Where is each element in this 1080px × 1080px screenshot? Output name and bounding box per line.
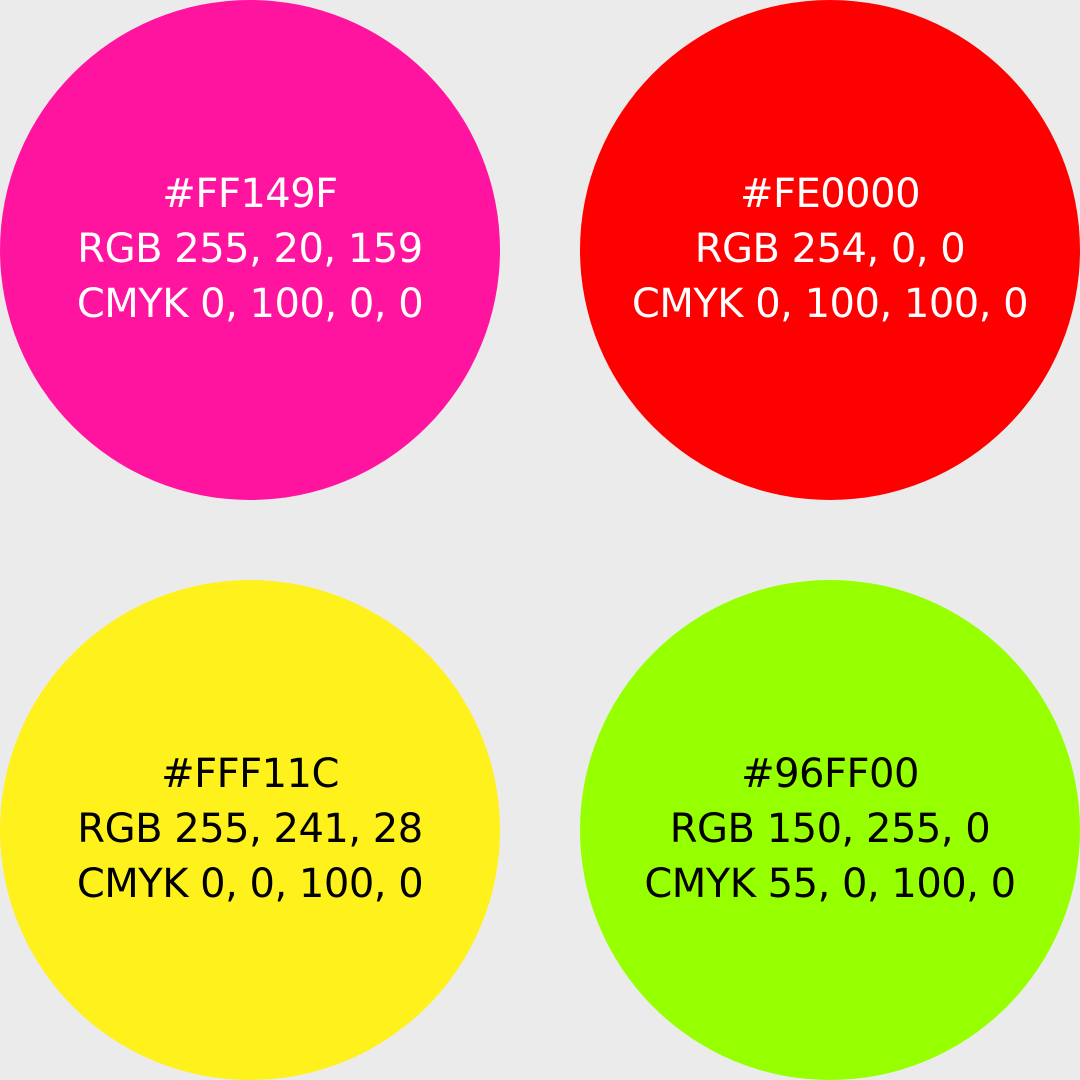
color-swatch-green: #96FF00 RGB 150, 255, 0 CMYK 55, 0, 100,… — [580, 580, 1080, 1080]
swatch-rgb-values: RGB 254, 0, 0 — [694, 225, 966, 272]
swatch-rgb-values: RGB 255, 20, 159 — [77, 225, 423, 272]
swatch-hex-code: #FFF11C — [161, 750, 339, 797]
color-swatch-yellow: #FFF11C RGB 255, 241, 28 CMYK 0, 0, 100,… — [0, 580, 500, 1080]
swatch-hex-code: #FF149F — [162, 170, 338, 217]
swatch-cmyk-values: CMYK 55, 0, 100, 0 — [644, 860, 1016, 907]
color-swatch-pink: #FF149F RGB 255, 20, 159 CMYK 0, 100, 0,… — [0, 0, 500, 500]
swatch-cmyk-values: CMYK 0, 100, 100, 0 — [631, 280, 1029, 327]
swatch-cmyk-values: CMYK 0, 0, 100, 0 — [76, 860, 424, 907]
swatch-rgb-values: RGB 255, 241, 28 — [77, 805, 423, 852]
swatch-cmyk-values: CMYK 0, 100, 0, 0 — [76, 280, 424, 327]
color-swatch-red: #FE0000 RGB 254, 0, 0 CMYK 0, 100, 100, … — [580, 0, 1080, 500]
swatch-hex-code: #96FF00 — [741, 750, 919, 797]
swatch-hex-code: #FE0000 — [739, 170, 921, 217]
swatch-rgb-values: RGB 150, 255, 0 — [669, 805, 991, 852]
